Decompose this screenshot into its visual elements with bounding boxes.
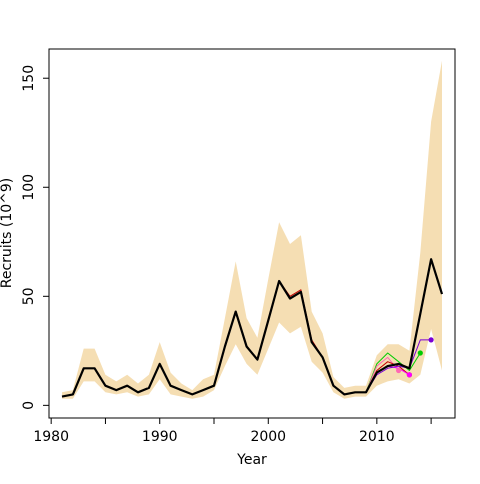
- x-axis-label: Year: [236, 452, 267, 468]
- retro-endpoint-1: [417, 350, 423, 356]
- x-axis: 1980 1990 2000 2010: [33, 417, 432, 445]
- retro-endpoint-2: [396, 367, 402, 374]
- y-axis: 0 50 100 150: [21, 65, 50, 410]
- x-tick-label: 2010: [359, 429, 395, 445]
- y-tick-label: 50: [21, 287, 37, 305]
- retro-endpoint-4: [406, 372, 412, 378]
- x-tick-label: 2000: [250, 429, 286, 445]
- main-series-line: [61, 258, 444, 398]
- y-tick-label: 150: [21, 65, 37, 92]
- y-axis-label: Recruits (10^9): [0, 178, 15, 289]
- x-tick-label: 1990: [142, 429, 178, 445]
- y-tick-label: 100: [21, 174, 37, 201]
- x-tick-label: 1980: [33, 429, 69, 445]
- retro-endpoint-5: [428, 337, 434, 343]
- confidence-band: [62, 60, 442, 399]
- retro-series-line-1: [365, 352, 421, 393]
- y-tick-label: 0: [21, 401, 37, 410]
